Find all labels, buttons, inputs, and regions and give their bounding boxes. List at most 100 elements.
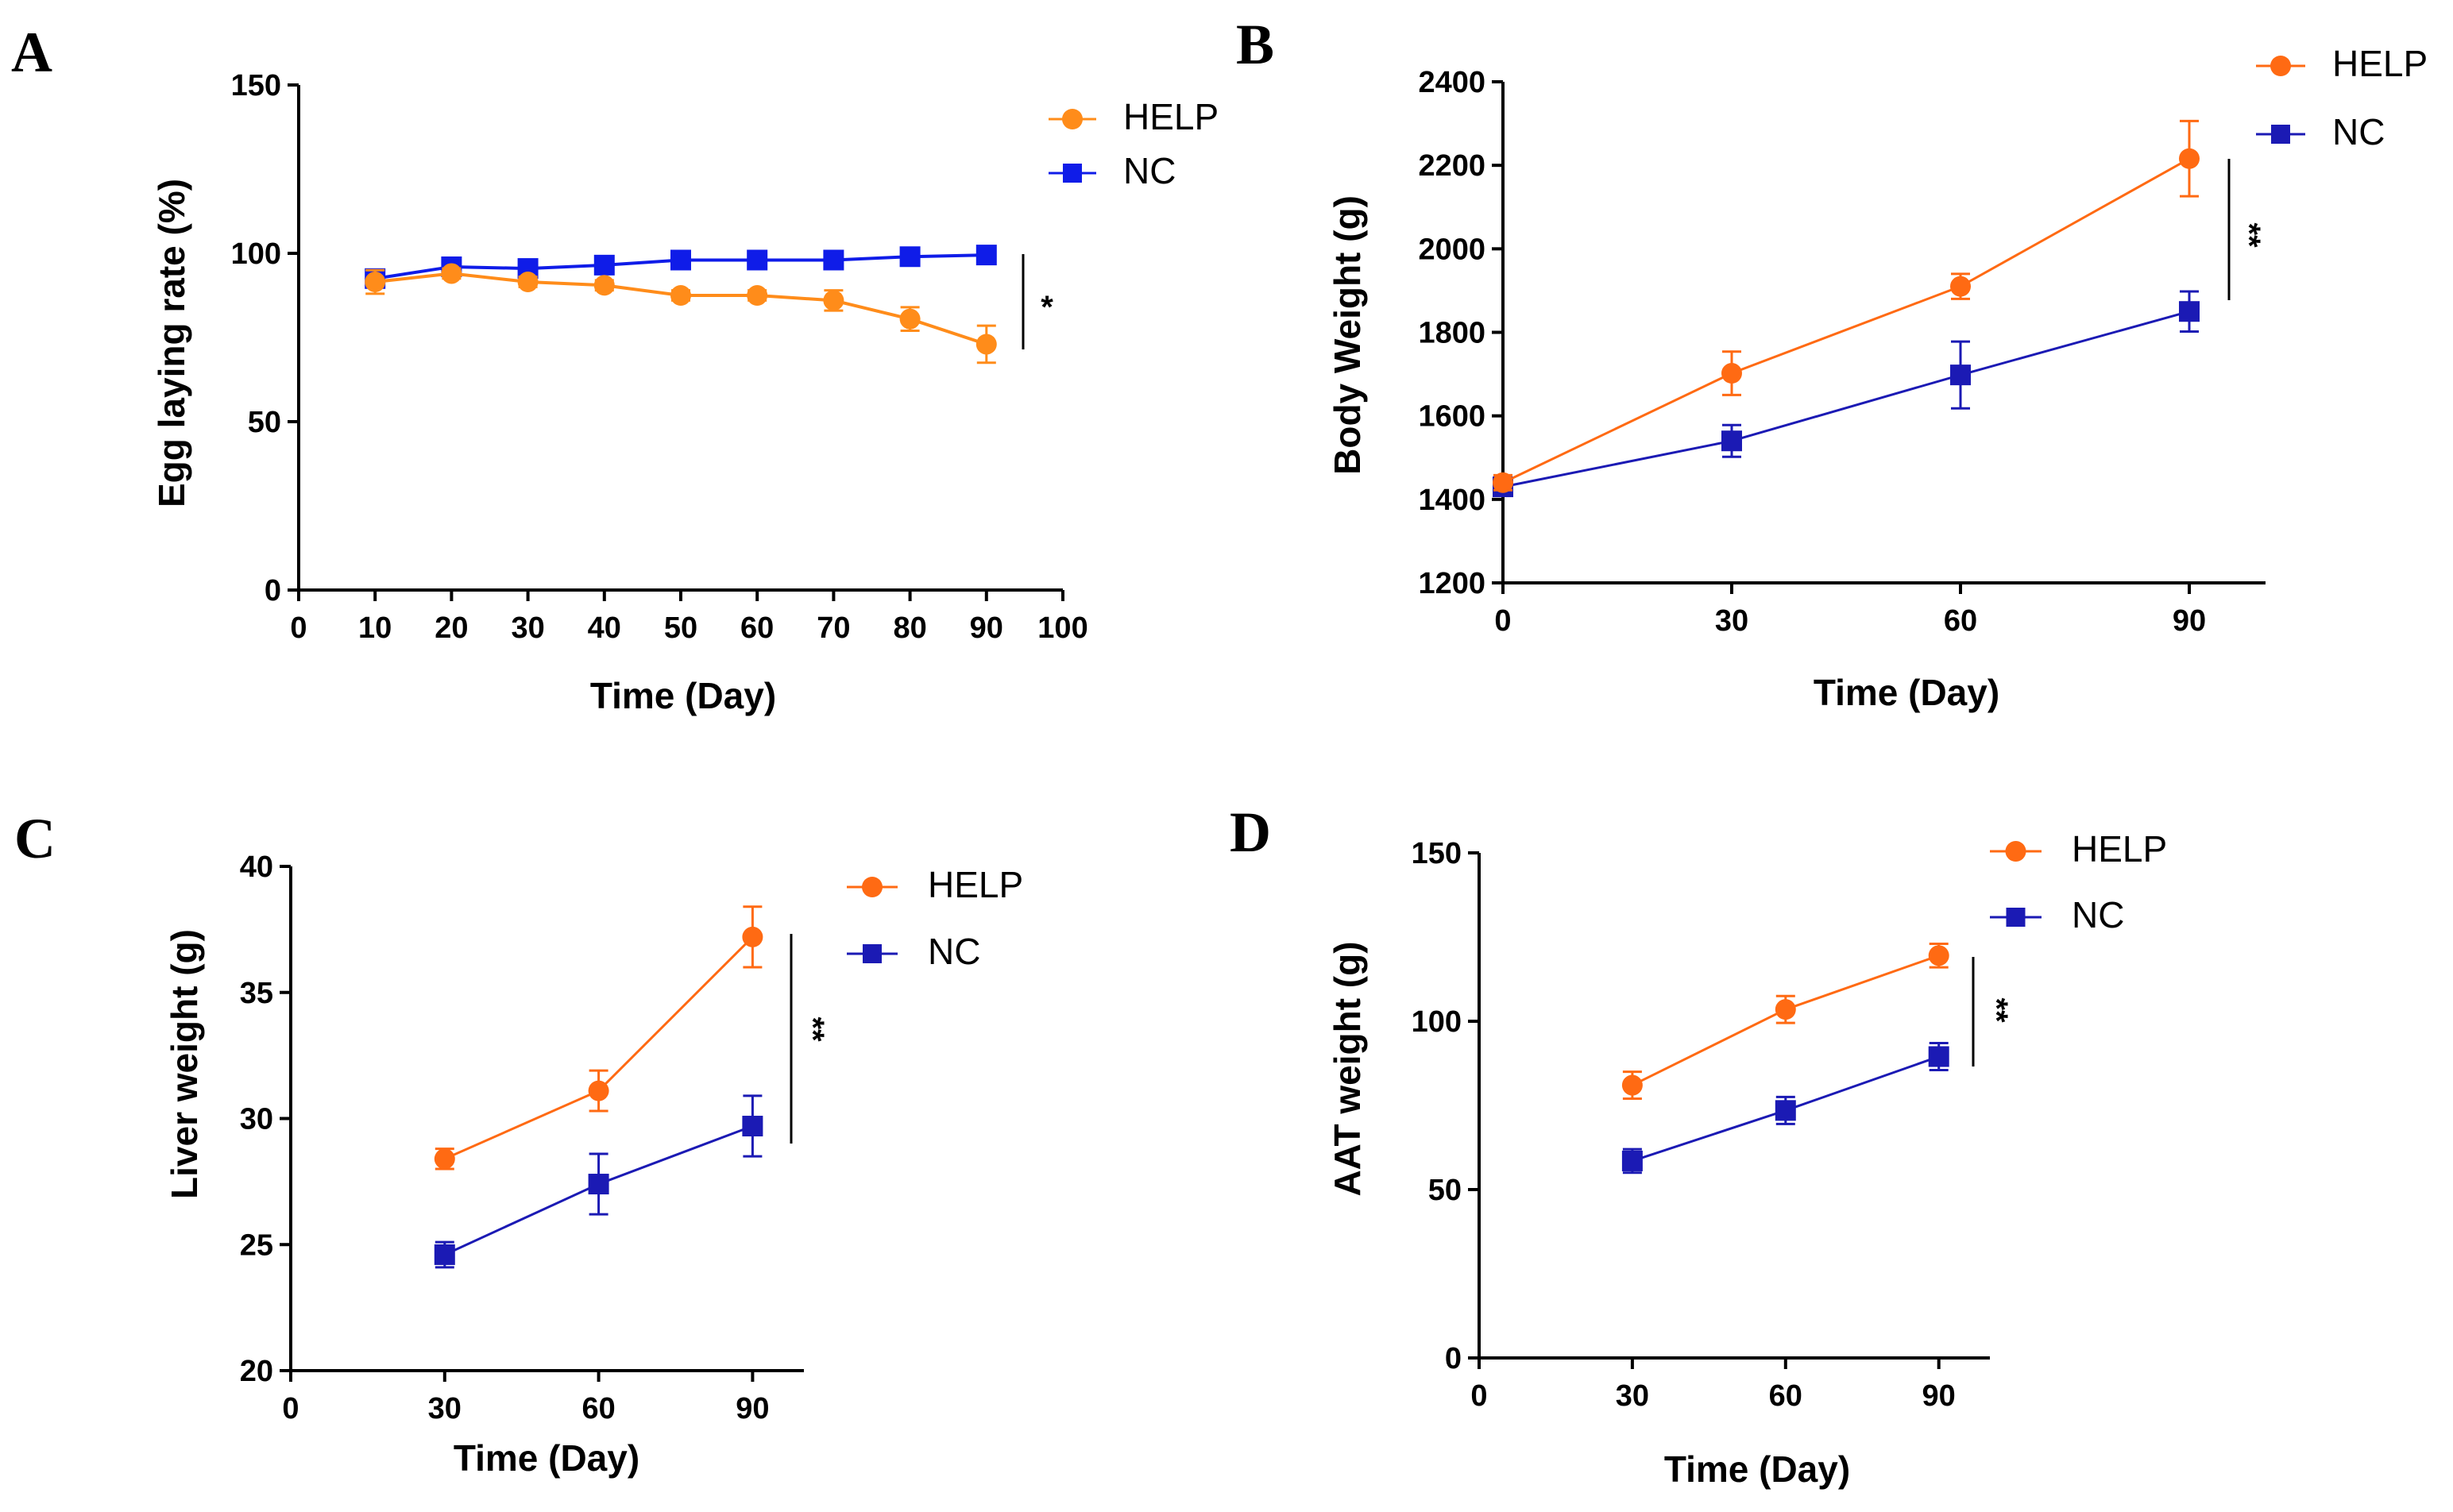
y-tick-label: 0 (265, 574, 281, 608)
data-point-help (1775, 999, 1796, 1020)
y-tick-label: 1600 (1418, 400, 1485, 434)
data-point-help (441, 263, 462, 284)
data-point-help (1950, 276, 1971, 297)
y-tick-label: 150 (1412, 837, 1462, 870)
legend-marker-help (2270, 56, 2291, 76)
x-tick-label: 60 (1769, 1379, 1802, 1413)
data-point-nc (742, 1116, 763, 1137)
y-tick-label: 25 (240, 1228, 273, 1262)
y-tick-label: 0 (1445, 1342, 1462, 1375)
y-tick-label: 1400 (1418, 484, 1485, 517)
legend-label-help: HELP (928, 864, 1023, 905)
x-tick-label: 80 (893, 611, 926, 645)
data-point-nc (588, 1174, 609, 1195)
y-tick-label: 100 (1412, 1005, 1462, 1039)
significance-marker: * (1041, 290, 1053, 325)
y-tick-label: 150 (231, 69, 281, 102)
data-point-nc (2179, 301, 2200, 322)
x-tick-label: 70 (817, 611, 850, 645)
data-point-nc (975, 245, 997, 266)
y-tick-label: 30 (240, 1103, 273, 1136)
y-tick-label: 2000 (1418, 233, 1485, 266)
panel-b: B Body Weight (g) Time (Day) HELP NC ** … (1236, 13, 2428, 713)
x-tick-label: 0 (290, 611, 307, 645)
x-tick-label: 90 (1922, 1379, 1956, 1413)
legend-label-nc: NC (2332, 111, 2385, 152)
data-point-nc (1775, 1100, 1796, 1121)
significance-marker: ** (795, 1016, 830, 1042)
x-tick-label: 30 (1715, 604, 1748, 638)
series-line-nc (1502, 310, 2190, 488)
data-point-help (1493, 472, 1513, 493)
legend-marker-help (862, 877, 883, 897)
data-point-nc (899, 246, 921, 268)
legend-marker-help (2005, 841, 2026, 862)
x-tick-label: 0 (282, 1392, 299, 1425)
y-tick-label: 50 (248, 406, 281, 439)
data-point-nc (1621, 1150, 1643, 1171)
data-point-nc (670, 249, 691, 271)
y-tick-label: 2400 (1418, 66, 1485, 99)
x-tick-label: 60 (740, 611, 774, 645)
data-point-nc (747, 249, 768, 271)
series-line-help (374, 272, 987, 346)
panel-c: C Liver weight (g) Time (Day) HELP NC **… (14, 807, 1023, 1479)
legend-marker-nc (1063, 164, 1082, 183)
legend-label-help: HELP (2332, 43, 2428, 84)
data-point-help (1928, 945, 1949, 966)
y-tick-label: 40 (240, 850, 273, 884)
data-point-nc (434, 1244, 455, 1265)
data-point-help (975, 334, 997, 355)
x-tick-label: 10 (358, 611, 392, 645)
data-point-help (823, 290, 844, 311)
data-point-nc (823, 249, 844, 271)
legend-label-nc: NC (1123, 150, 1176, 191)
data-point-help (593, 275, 615, 296)
y-axis-title: Body Weight (g) (1327, 195, 1368, 475)
data-point-nc (1928, 1046, 1949, 1067)
y-tick-label: 100 (231, 237, 281, 271)
x-tick-label: 90 (970, 611, 1003, 645)
data-point-help (1721, 363, 1742, 384)
series-line-help (1502, 157, 2190, 484)
legend-marker-nc (2271, 125, 2290, 144)
x-tick-label: 60 (581, 1392, 615, 1425)
legend-label-nc: NC (2072, 894, 2124, 935)
panel-letter: C (14, 807, 56, 870)
x-tick-label: 100 (1037, 611, 1087, 645)
data-point-help (365, 272, 386, 293)
y-axis-title: Egg laying rate (%) (151, 179, 192, 507)
y-tick-label: 2200 (1418, 149, 1485, 183)
data-point-help (670, 285, 691, 306)
legend-marker-nc (2006, 908, 2026, 927)
panel-d: D AAT weight (g) Time (Day) HELP NC ** 0… (1230, 800, 2167, 1490)
x-tick-label: 30 (511, 611, 544, 645)
legend-marker-help (1062, 109, 1083, 129)
panel-letter: D (1230, 800, 1271, 864)
panel-a: A Egg laying rate (%) Time (Day) HELP NC… (11, 21, 1219, 716)
data-point-help (517, 272, 539, 293)
y-tick-label: 35 (240, 977, 273, 1010)
legend-label-nc: NC (928, 931, 980, 972)
x-axis-title: Time (Day) (590, 675, 776, 716)
data-point-help (899, 308, 921, 330)
x-axis-title: Time (Day) (1664, 1448, 1850, 1490)
legend-marker-nc (863, 944, 882, 963)
y-tick-label: 20 (240, 1355, 273, 1388)
series-line-help (444, 935, 754, 1160)
panel-letter: B (1236, 13, 1274, 76)
significance-marker: ** (2231, 222, 2266, 248)
x-tick-label: 60 (1944, 604, 1977, 638)
panel-letter: A (11, 21, 52, 84)
data-point-help (1621, 1074, 1643, 1096)
data-point-nc (1721, 430, 1742, 452)
legend-label-help: HELP (1123, 96, 1219, 137)
y-tick-label: 1800 (1418, 317, 1485, 350)
y-axis-title: Liver weight (g) (164, 929, 205, 1199)
significance-marker: ** (1979, 997, 2014, 1023)
y-tick-label: 1200 (1418, 567, 1485, 600)
data-point-help (742, 926, 763, 947)
y-axis-title: AAT weight (g) (1327, 941, 1368, 1196)
x-axis-title: Time (Day) (454, 1437, 639, 1479)
